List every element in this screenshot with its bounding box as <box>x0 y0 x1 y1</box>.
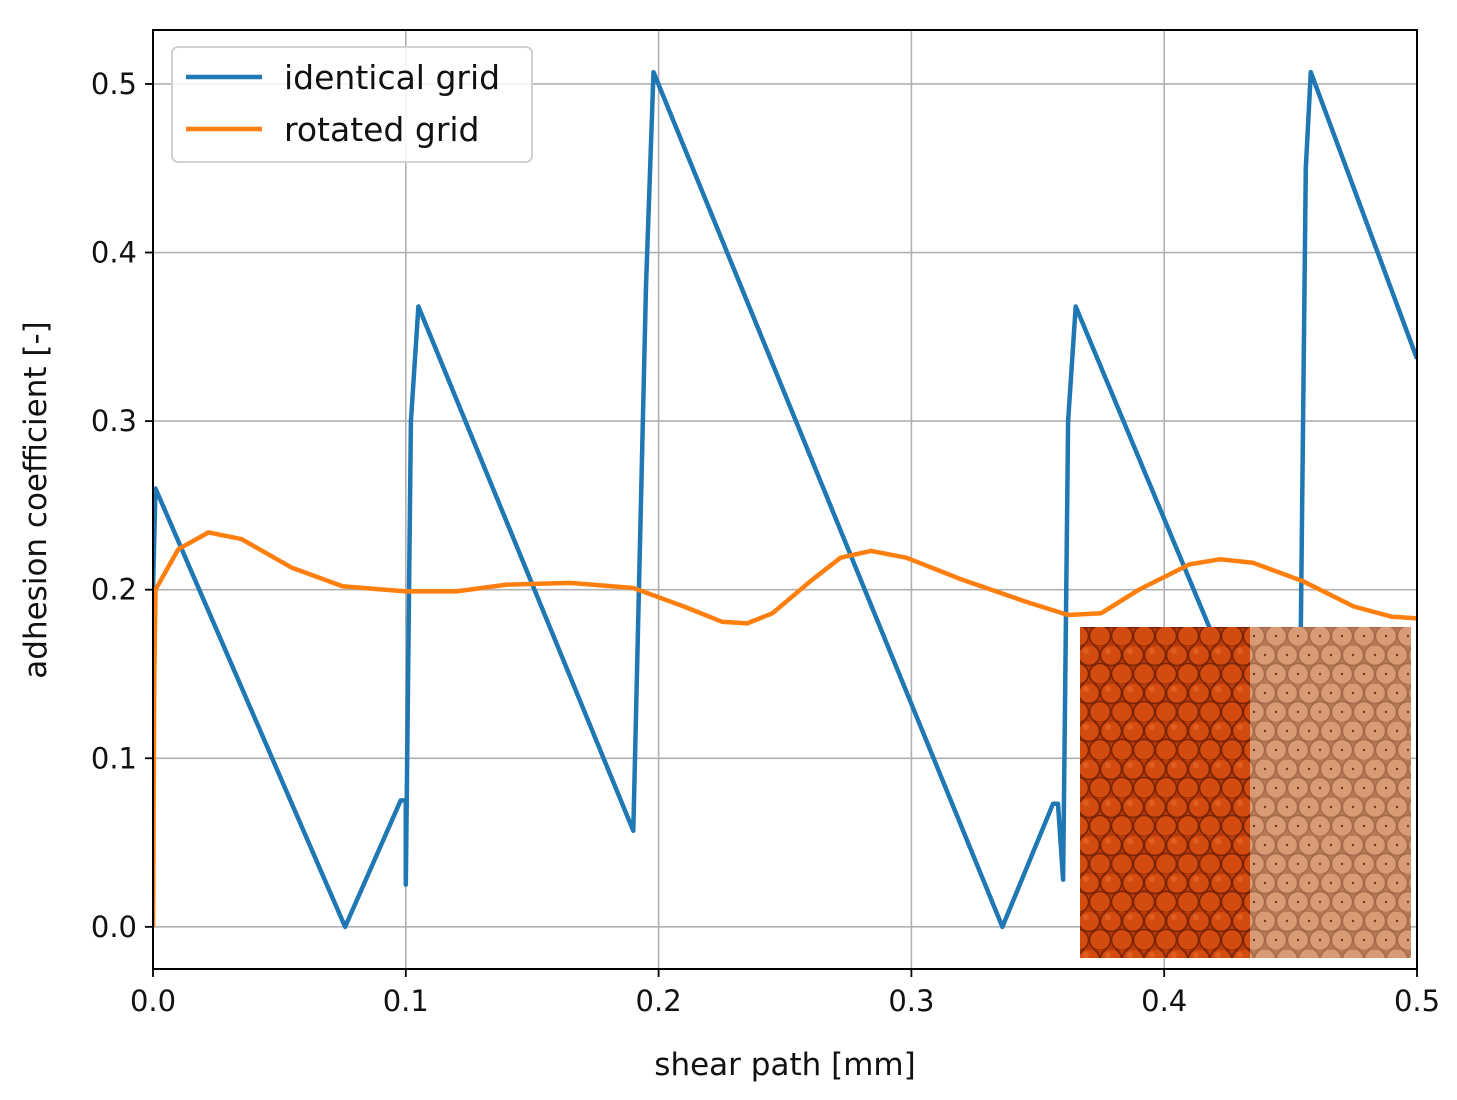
y-axis-label: adhesion coefficient [-] <box>18 321 54 678</box>
x-tick-label: 0.2 <box>636 984 682 1018</box>
legend-label-rotated-grid: rotated grid <box>284 110 480 149</box>
x-tick-label: 0.3 <box>888 984 934 1018</box>
legend-label-identical-grid: identical grid <box>284 58 500 97</box>
y-tick-label: 0.0 <box>91 910 137 944</box>
y-tick-label: 0.1 <box>91 741 137 775</box>
x-axis-ticks: 0.0 0.1 0.2 0.3 0.4 0.5 <box>130 969 1440 1018</box>
series-line-rotated-grid <box>153 530 1417 927</box>
y-tick-label: 0.5 <box>91 67 137 101</box>
inset-dark-half <box>1080 627 1250 958</box>
y-tick-label: 0.3 <box>91 404 137 438</box>
plot-frame <box>152 29 1418 970</box>
y-axis-ticks: 0.0 0.1 0.2 0.3 0.4 0.5 <box>91 67 153 944</box>
x-tick-label: 0.1 <box>383 984 429 1018</box>
inset-light-half <box>1250 627 1411 958</box>
x-tick-label: 0.5 <box>1394 984 1440 1018</box>
y-tick-label: 0.2 <box>91 573 137 607</box>
x-tick-label: 0.0 <box>130 984 176 1018</box>
y-tick-label: 0.4 <box>91 236 137 270</box>
x-tick-label: 0.4 <box>1141 984 1187 1018</box>
legend: identical grid rotated grid <box>171 46 533 163</box>
atom-grid-inset <box>1080 627 1411 958</box>
x-axis-label: shear path [mm] <box>654 1047 915 1083</box>
